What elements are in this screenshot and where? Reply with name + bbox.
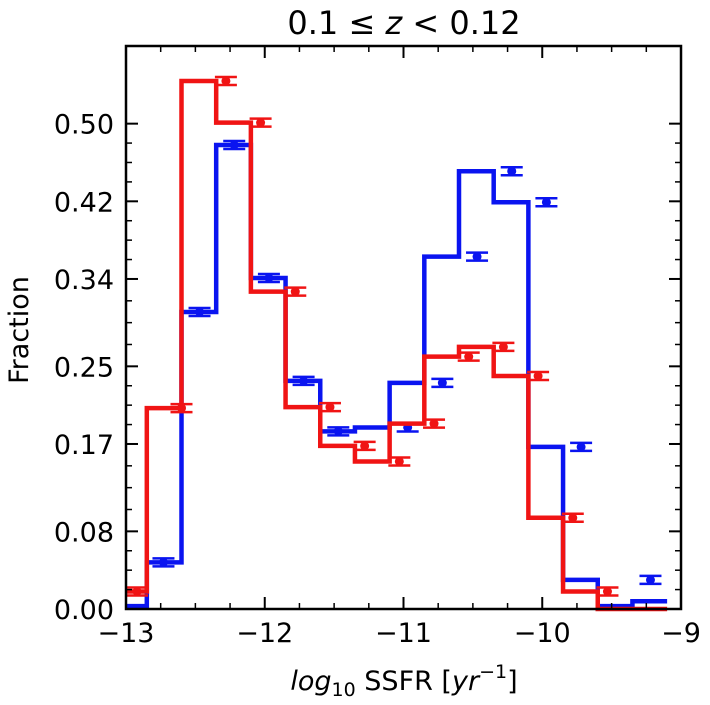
x-label-mid: SSFR [ [356,666,452,697]
series-red-point [249,117,272,128]
y-tick-label: 0.42 [54,187,114,218]
x-tick-label: −11 [375,618,432,649]
x-label-subscript: 10 [332,679,356,701]
y-tick-label: 0.00 [54,595,114,626]
series-red-point [561,512,584,524]
series-red-point [318,401,341,413]
data-marker [437,378,447,388]
series-blue-step-line [126,142,668,609]
data-marker [177,403,186,413]
data-marker [472,252,482,262]
series-red-point [457,351,480,362]
series-red-point [214,75,237,87]
x-label-end: ] [507,666,518,697]
y-tick-label: 0.50 [54,110,114,141]
series-red-point [527,370,550,382]
series-red-point [126,586,149,597]
x-tick-label: −12 [236,618,293,649]
data-marker [290,287,300,297]
series-red-point [170,402,193,414]
y-tick-label: 0.25 [54,352,114,383]
title-right: < 0.12 [402,4,520,42]
data-marker [645,575,655,585]
y-tick-label: 0.08 [54,517,114,548]
data-marker [541,197,551,207]
series-layer [126,75,668,612]
data-marker [333,426,343,436]
series-blue-point [327,426,350,437]
data-marker [498,342,508,352]
series-red-point [388,456,411,467]
series-blue-point [292,375,315,387]
data-marker [158,557,168,567]
data-marker [507,166,517,176]
x-tick-label: −13 [98,618,155,649]
y-tick-label: 0.34 [54,265,114,296]
series-blue-point [431,377,454,389]
series-blue-point [500,165,523,177]
data-marker [256,118,266,128]
series-blue-point [639,574,662,586]
data-marker [602,587,612,597]
data-marker [132,587,142,597]
data-marker [325,402,335,412]
data-marker [264,273,274,283]
series-red-point [284,286,307,297]
x-axis-label: log10 SSFR [yr−1] [290,661,517,701]
data-marker [429,419,439,429]
data-marker [195,307,205,317]
tick-layer: −13 −12 −11 −10 −9 0.00 0.08 0.17 0.25 0.34 0.42 0.… [54,46,701,649]
data-marker [221,76,231,86]
x-label-superscript: −1 [479,661,507,683]
chart-title: 0.1 ≤ z < 0.12 [287,4,520,42]
y-axis-label: Fraction [4,276,35,384]
x-label-unit: yr [451,666,481,697]
data-marker [533,371,543,381]
y-tick-label: 0.17 [54,430,114,461]
series-red-point [353,440,376,452]
x-tick-label: −10 [514,618,571,649]
series-blue-point [570,441,593,453]
series-blue [126,139,668,609]
series-red-point [596,586,619,597]
series-red-point [423,418,446,429]
series-blue-point [188,306,211,318]
series-blue-point [466,251,489,262]
title-variable: z [384,4,403,42]
data-marker [394,456,404,466]
series-blue-point [152,557,175,568]
series-red-step-line [126,78,668,612]
x-label-log: log [290,666,331,697]
data-marker [576,442,586,452]
series-red [126,75,668,612]
data-marker [464,352,474,362]
series-blue-point [535,197,558,208]
data-marker [229,140,239,150]
title-left: 0.1 ≤ [287,4,385,42]
series-red-point [492,341,515,353]
data-marker [568,513,578,523]
data-marker [299,376,309,386]
data-marker [360,441,370,451]
series-blue-point [223,139,246,151]
series-blue-point [257,272,280,284]
x-tick-label: −9 [661,618,701,649]
plot-frame [124,44,683,611]
